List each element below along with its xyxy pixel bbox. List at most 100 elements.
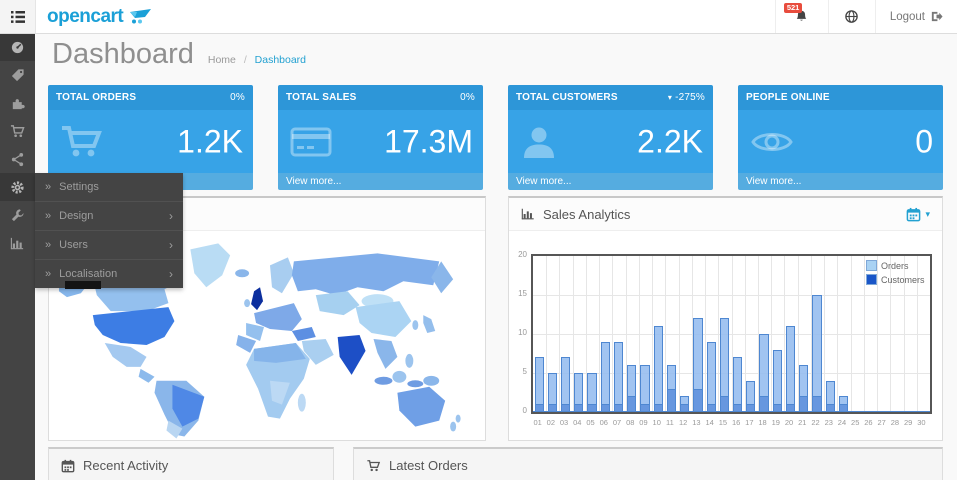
bar-customers-19: [772, 404, 782, 412]
sidebar-item-marketing[interactable]: [0, 145, 35, 173]
stores-button[interactable]: [827, 0, 875, 33]
x-tick-label: 23: [824, 418, 833, 427]
flyout-item-design[interactable]: » Design ›: [35, 201, 183, 230]
sidebar-item-catalog[interactable]: [0, 61, 35, 89]
puzzle-icon: [12, 98, 25, 109]
tile-value: 17.3M: [384, 123, 473, 159]
bar-customers-15: [719, 396, 729, 412]
chevron-right-icon: ›: [169, 209, 173, 223]
bar-orders-20: [785, 326, 796, 412]
x-tick-label: 01: [533, 418, 542, 427]
calendar-icon: [907, 207, 921, 221]
x-tick-label: 21: [798, 418, 807, 427]
eye-icon: [751, 132, 793, 151]
bar-orders-22: [812, 295, 822, 412]
bar-orders-09: [640, 365, 650, 412]
x-tick-label: 14: [705, 418, 714, 427]
x-tick-label: 15: [718, 418, 728, 427]
caret-down-icon: ▾: [667, 93, 673, 102]
tile-header: TOTAL ORDERS 0%: [48, 85, 253, 110]
flyout-item-localisation[interactable]: » Localisation ›: [35, 259, 183, 288]
bar-orders-04: [574, 373, 584, 412]
legend-swatch: [866, 260, 877, 271]
tile-people-online: PEOPLE ONLINE 0 View more...: [738, 85, 943, 190]
notification-count-badge: 521: [783, 3, 803, 13]
x-tick-label: 25: [851, 418, 860, 427]
flyout-shadow-blob: [65, 281, 101, 289]
bar-orders-07: [613, 341, 624, 412]
sales-analytics-title: Sales Analytics: [543, 206, 631, 222]
sidebar-item-dashboard[interactable]: [0, 33, 35, 61]
y-tick-label: 5: [522, 367, 527, 376]
tile-value: 0: [915, 123, 933, 159]
menu-list-icon: [10, 10, 25, 23]
breadcrumb: Home / Dashboard: [208, 54, 306, 66]
tile-change: ▾ -275%: [668, 92, 705, 103]
tile-title: TOTAL ORDERS: [56, 92, 137, 103]
tile-title: TOTAL CUSTOMERS: [516, 92, 618, 103]
x-tick-label: 10: [652, 418, 661, 427]
bar-orders-13: [693, 318, 703, 412]
x-tick-label: 09: [639, 418, 648, 427]
view-more-link[interactable]: View more...: [738, 173, 943, 190]
tile-change: 0%: [460, 92, 475, 103]
breadcrumb-home[interactable]: Home: [207, 54, 236, 66]
bar-customers-21: [799, 396, 809, 412]
x-tick-label: 08: [626, 418, 635, 427]
credit-card-icon: [290, 127, 332, 156]
view-more-link[interactable]: View more...: [508, 173, 713, 190]
bar-customers-22: [812, 396, 822, 412]
bar-orders-14: [706, 341, 716, 412]
x-tick-label: 16: [731, 418, 741, 427]
bar-customers-04: [574, 404, 584, 412]
flyout-item-settings[interactable]: » Settings: [35, 173, 183, 201]
angle-double-right-icon: »: [45, 268, 52, 280]
legend-swatch: [866, 274, 877, 285]
bar-orders-17: [746, 380, 756, 412]
sign-out-icon: [931, 11, 943, 22]
sidebar-item-tools[interactable]: [0, 201, 35, 229]
x-tick-label: 03: [559, 418, 569, 427]
zero-line: [533, 411, 930, 412]
chart-range-button[interactable]: ▾: [906, 207, 930, 222]
opencart-logo[interactable]: opencart: [47, 0, 153, 33]
x-tick-label: 20: [784, 418, 794, 427]
share-nodes-icon: [11, 152, 24, 166]
logout-button[interactable]: Logout: [874, 0, 957, 33]
sales-analytics-panel: Sales Analytics ▾ 0 5 10 15 20 01 02 03 04 05 06 0…: [508, 196, 943, 441]
bar-customers-20: [785, 404, 796, 412]
globe-icon: [845, 10, 859, 23]
bar-customers-09: [640, 404, 650, 412]
notifications-button[interactable]: 521: [774, 0, 828, 33]
logout-label: Logout: [889, 10, 925, 23]
sidebar-item-extensions[interactable]: [0, 89, 35, 117]
recent-activity-header: Recent Activity: [49, 449, 333, 480]
latest-orders-panel: Latest Orders: [353, 447, 943, 480]
cart-icon: [367, 459, 381, 471]
bar-orders-05: [587, 373, 597, 412]
flyout-item-users[interactable]: » Users ›: [35, 230, 183, 259]
tile-header: PEOPLE ONLINE: [738, 85, 943, 110]
x-tick-label: 06: [599, 418, 608, 427]
x-tick-label: 24: [837, 418, 847, 427]
gridline: [533, 373, 930, 374]
sidebar-item-reports[interactable]: [0, 229, 35, 257]
view-more-link[interactable]: View more...: [278, 173, 483, 190]
tile-header: TOTAL CUSTOMERS ▾ -275%: [508, 85, 713, 110]
x-tick-label: 19: [771, 418, 780, 427]
logo-text: opencart: [47, 5, 124, 27]
sidebar-item-sales[interactable]: [0, 117, 35, 145]
tile-body: 2.2K: [508, 110, 713, 173]
cart-icon: [10, 124, 25, 137]
x-tick-label: 26: [864, 418, 873, 427]
bar-orders-16: [733, 357, 743, 412]
caret-down-icon: ▾: [925, 208, 930, 219]
breadcrumb-current-link[interactable]: Dashboard: [254, 54, 307, 66]
chevron-right-icon: ›: [169, 267, 173, 281]
tile-value: 2.2K: [637, 123, 703, 159]
breadcrumb-separator: /: [243, 54, 247, 66]
bar-customers-16: [733, 404, 743, 412]
sidebar-item-system[interactable]: [0, 173, 35, 201]
sidebar-toggle-button[interactable]: [0, 0, 36, 33]
